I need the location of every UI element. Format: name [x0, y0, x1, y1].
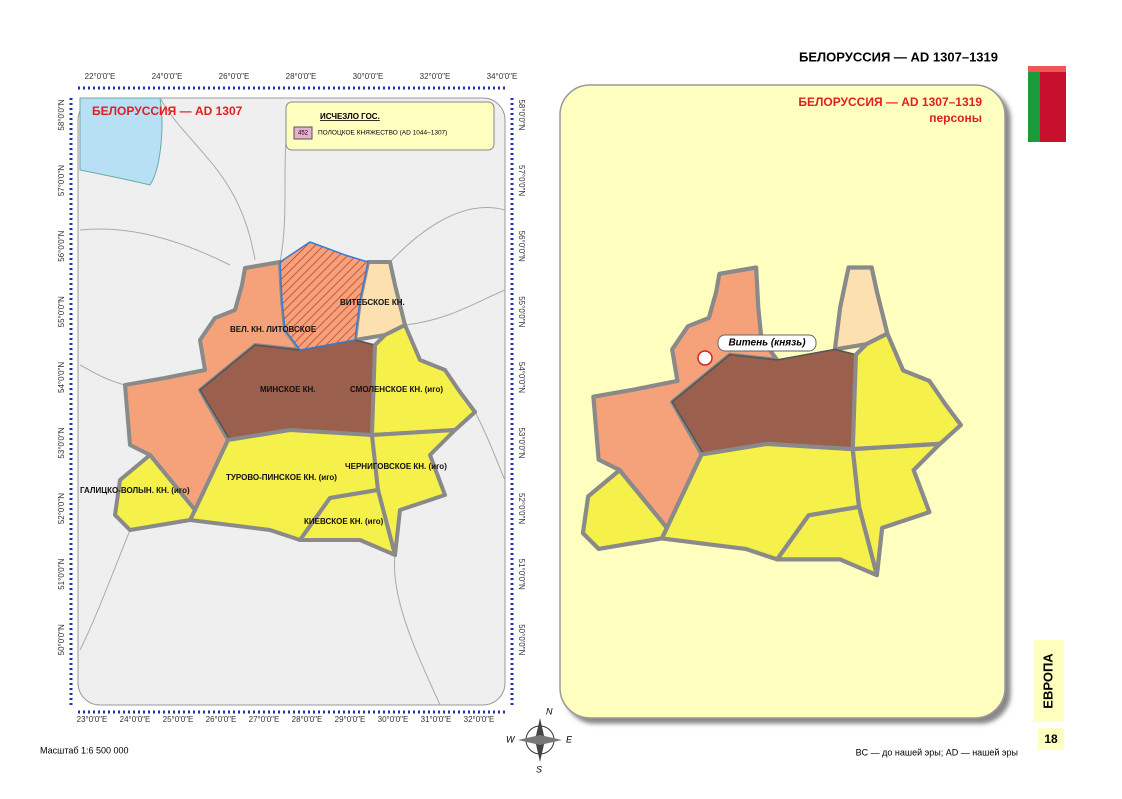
region-label: ВИТЕБСКОЕ КН.: [340, 298, 405, 307]
flag-ornament: [1028, 66, 1066, 72]
compass-n: N: [546, 706, 553, 716]
coordinate-labels: 22°0'0"E 24°0'0"E 26°0'0"E 28°0'0"E 30°0'0"E…: [57, 72, 526, 724]
latitude-label: 54°0'0"N: [57, 362, 66, 393]
person-marker: [697, 350, 713, 366]
region-label: МИНСКОЕ КН.: [260, 385, 316, 394]
latitude-label: 55°0'0"N: [517, 296, 526, 327]
latitude-label: 56°0'0"N: [517, 231, 526, 262]
compass: N W E S: [506, 706, 573, 774]
latitude-label: 55°0'0"N: [57, 296, 66, 327]
longitude-label: 32°0'0"E: [420, 72, 451, 81]
scale: Масштаб 1:6 500 000: [40, 745, 129, 755]
longitude-label: 26°0'0"E: [206, 715, 237, 724]
legend-box: [285, 101, 495, 151]
longitude-label: 24°0'0"E: [120, 715, 151, 724]
right-map: БЕЛОРУССИЯ — AD 1307–1319 персоны Витень…: [559, 84, 1006, 719]
latitude-label: 58°0'0"N: [517, 99, 526, 130]
region-label: ТУРОВО-ПИНСКОЕ КН. (иго): [226, 473, 337, 482]
map-subtitle: персоны: [929, 111, 982, 125]
person-label: Витень (князь): [728, 338, 806, 349]
longitude-label: 30°0'0"E: [378, 715, 409, 724]
longitude-label: 31°0'0"E: [421, 715, 452, 724]
latitude-label: 53°0'0"N: [517, 427, 526, 458]
longitude-label: 22°0'0"E: [85, 72, 116, 81]
latitude-label: 53°0'0"N: [57, 427, 66, 458]
lake: [79, 97, 163, 186]
region-label: ГАЛИЦКО-ВОЛЫН. КН. (иго): [80, 486, 190, 495]
longitude-label: 29°0'0"E: [335, 715, 366, 724]
longitude-label: 28°0'0"E: [292, 715, 323, 724]
legend-heading: ИСЧЕЗЛО ГОС.: [320, 112, 380, 121]
latitude-label: 54°0'0"N: [517, 362, 526, 393]
person-label-box: [717, 334, 817, 352]
region-label: ВЕЛ. КН. ЛИТОВСКОЕ: [230, 325, 317, 334]
map-title: БЕЛОРУССИЯ — AD 1307–1319: [798, 95, 982, 109]
compass-e: E: [566, 734, 573, 744]
longitude-label: 34°0'0"E: [487, 72, 518, 81]
latitude-label: 51°0'0"N: [57, 558, 66, 589]
latitude-label: 51°0'0"N: [517, 559, 526, 590]
section-tab: [1034, 640, 1064, 722]
region-label: СМОЛЕНСКОЕ КН. (иго): [350, 385, 443, 394]
page-number: 18: [1044, 732, 1058, 746]
map-title: БЕЛОРУССИЯ — AD 1307: [92, 104, 243, 118]
footer-note: BC — до нашей эры; AD — нашей эры: [856, 747, 1018, 757]
latitude-label: 56°0'0"N: [57, 230, 66, 261]
longitude-label: 28°0'0"E: [286, 72, 317, 81]
flag-stripe: [1028, 66, 1040, 142]
longitude-label: 25°0'0"E: [163, 715, 194, 724]
longitude-label: 30°0'0"E: [353, 72, 384, 81]
longitude-label: 32°0'0"E: [464, 715, 495, 724]
region-label: КИЕВСКОЕ КН. (иго): [304, 517, 384, 526]
compass-s: S: [536, 764, 542, 774]
graticule-ticks: [69, 86, 514, 714]
longitude-label: 26°0'0"E: [219, 72, 250, 81]
latitude-label: 50°0'0"N: [57, 624, 66, 655]
longitude-label: 27°0'0"E: [249, 715, 280, 724]
legend-label: ПОЛОЦКОЕ КНЯЖЕСТВО (AD 1044–1307): [318, 130, 447, 137]
latitude-label: 57°0'0"N: [57, 165, 66, 196]
longitude-label: 23°0'0"E: [77, 715, 108, 724]
polotsk-region: [279, 241, 369, 351]
borders: [79, 97, 506, 706]
legend-code: 452: [298, 131, 309, 137]
left-map: БЕЛОРУССИЯ — AD 1307 ИСЧЕЗЛО ГОС. 452 ПО…: [57, 72, 526, 724]
legend-swatch: [293, 126, 313, 140]
latitude-label: 52°0'0"N: [57, 493, 66, 524]
page-number-box: [1038, 728, 1064, 750]
latitude-label: 50°0'0"N: [517, 624, 526, 655]
latitude-label: 58°0'0"N: [57, 99, 66, 130]
page-title: БЕЛОРУССИЯ — AD 1307–1319: [799, 49, 998, 64]
region-label: ЧЕРНИГОВСКОЕ КН. (иго): [345, 462, 447, 471]
section-label: ЕВРОПА: [1040, 653, 1055, 709]
latitude-label: 52°0'0"N: [517, 493, 526, 524]
latitude-label: 57°0'0"N: [517, 165, 526, 196]
compass-w: W: [506, 734, 516, 744]
longitude-label: 24°0'0"E: [152, 72, 183, 81]
